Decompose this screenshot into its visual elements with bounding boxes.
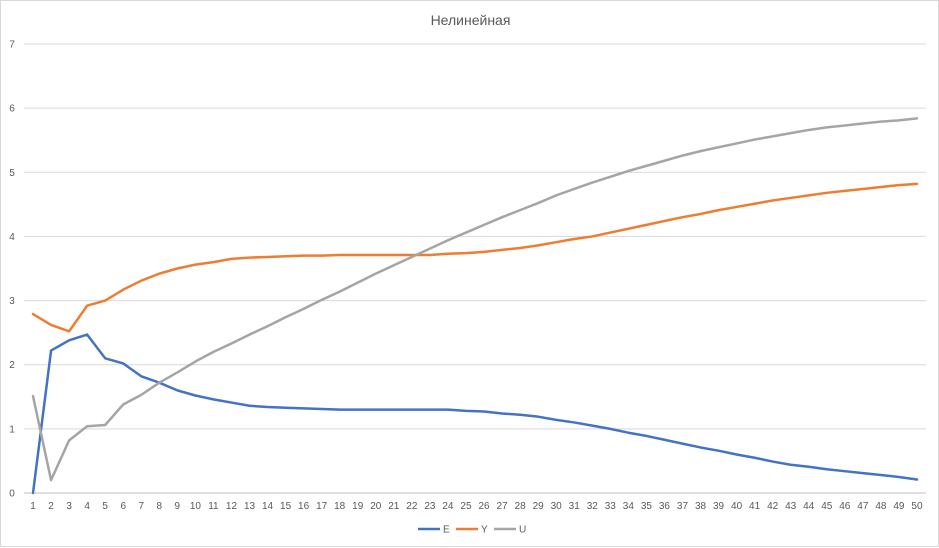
x-tick-label: 26 bbox=[478, 501, 490, 512]
gridlines bbox=[24, 43, 926, 494]
x-tick-label: 24 bbox=[442, 501, 454, 512]
series-layer bbox=[31, 117, 919, 495]
x-tick-label: 7 bbox=[138, 501, 144, 512]
x-tick-label: 46 bbox=[839, 501, 851, 512]
chart-title: Нелинейная bbox=[431, 12, 511, 28]
series-line-u bbox=[31, 117, 919, 482]
x-tick-label: 40 bbox=[731, 501, 743, 512]
x-tick-label: 30 bbox=[551, 501, 563, 512]
x-tick-label: 29 bbox=[533, 501, 545, 512]
x-tick-label: 23 bbox=[424, 501, 436, 512]
series-line-e bbox=[31, 333, 919, 495]
x-tick-label: 17 bbox=[316, 501, 328, 512]
x-tick-label: 36 bbox=[659, 501, 671, 512]
x-tick-label: 35 bbox=[641, 501, 653, 512]
y-axis: 0 1 2 3 4 5 6 7 bbox=[9, 40, 15, 500]
x-tick-label: 47 bbox=[857, 501, 869, 512]
x-tick-label: 3 bbox=[66, 501, 72, 512]
x-tick-label: 15 bbox=[280, 501, 292, 512]
x-tick-label: 44 bbox=[803, 501, 815, 512]
x-tick-label: 50 bbox=[911, 501, 923, 512]
x-tick-label: 31 bbox=[569, 501, 581, 512]
x-tick-label: 10 bbox=[190, 501, 202, 512]
y-tick-label: 7 bbox=[9, 40, 15, 51]
legend-item-y: Y bbox=[456, 525, 488, 536]
x-tick-label: 38 bbox=[695, 501, 707, 512]
series-line-y bbox=[31, 182, 919, 333]
y-tick-label: 0 bbox=[9, 489, 15, 500]
y-tick-label: 3 bbox=[9, 296, 15, 307]
x-tick-label: 32 bbox=[587, 501, 599, 512]
y-tick-label: 2 bbox=[9, 360, 15, 371]
x-tick-label: 12 bbox=[226, 501, 238, 512]
x-tick-label: 21 bbox=[388, 501, 400, 512]
legend-item-e: E bbox=[418, 525, 450, 536]
x-tick-label: 48 bbox=[875, 501, 887, 512]
x-tick-label: 18 bbox=[334, 501, 346, 512]
x-tick-label: 27 bbox=[496, 501, 508, 512]
x-tick-label: 19 bbox=[352, 501, 364, 512]
x-tick-label: 16 bbox=[298, 501, 310, 512]
x-tick-label: 4 bbox=[84, 501, 90, 512]
x-tick-label: 43 bbox=[785, 501, 797, 512]
x-tick-label: 8 bbox=[157, 501, 163, 512]
x-axis: 1 2 3 4 5 6 7 8 9 10 11 12 13 14 15 16 17 18 19 20 21 22 23 24 2… bbox=[30, 501, 923, 512]
x-tick-label: 14 bbox=[262, 501, 274, 512]
y-tick-label: 6 bbox=[9, 104, 15, 115]
x-tick-label: 6 bbox=[120, 501, 126, 512]
x-tick-label: 37 bbox=[677, 501, 689, 512]
legend-label: U bbox=[519, 525, 526, 536]
x-tick-label: 45 bbox=[821, 501, 833, 512]
x-tick-label: 5 bbox=[102, 501, 108, 512]
x-tick-label: 20 bbox=[370, 501, 382, 512]
x-tick-label: 33 bbox=[605, 501, 617, 512]
x-tick-label: 42 bbox=[767, 501, 779, 512]
x-tick-label: 13 bbox=[244, 501, 256, 512]
x-tick-label: 39 bbox=[713, 501, 725, 512]
x-tick-label: 22 bbox=[406, 501, 418, 512]
y-tick-label: 5 bbox=[9, 168, 15, 179]
x-tick-label: 2 bbox=[48, 501, 54, 512]
y-tick-label: 1 bbox=[9, 424, 15, 435]
legend-label: Y bbox=[481, 525, 488, 536]
x-tick-label: 49 bbox=[893, 501, 905, 512]
x-tick-label: 41 bbox=[749, 501, 761, 512]
legend-label: E bbox=[443, 525, 450, 536]
y-tick-label: 4 bbox=[9, 232, 15, 243]
x-tick-label: 28 bbox=[515, 501, 527, 512]
x-tick-label: 34 bbox=[623, 501, 635, 512]
x-tick-label: 11 bbox=[208, 501, 219, 512]
x-tick-label: 25 bbox=[460, 501, 472, 512]
x-tick-label: 9 bbox=[175, 501, 181, 512]
legend-item-u: U bbox=[494, 525, 526, 536]
x-tick-label: 1 bbox=[30, 501, 36, 512]
